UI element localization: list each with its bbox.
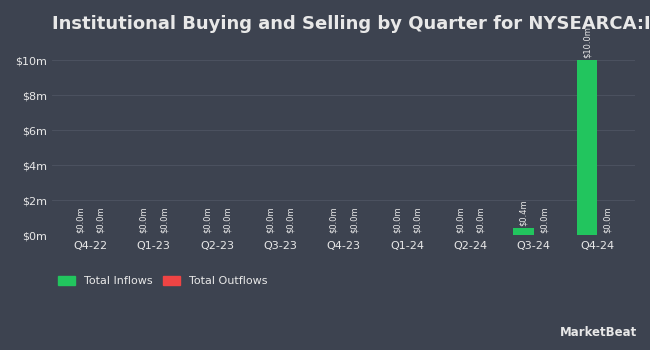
Text: $0.0m: $0.0m bbox=[476, 206, 485, 233]
Text: $0.0m: $0.0m bbox=[266, 206, 275, 233]
Text: Institutional Buying and Selling by Quarter for NYSEARCA:IBDZ: Institutional Buying and Selling by Quar… bbox=[53, 15, 650, 33]
Bar bbox=[514, 229, 534, 236]
Text: $0.0m: $0.0m bbox=[76, 206, 85, 233]
Text: $0.4m: $0.4m bbox=[519, 199, 528, 226]
Text: $0.0m: $0.0m bbox=[223, 206, 231, 233]
Text: $0.0m: $0.0m bbox=[413, 206, 422, 233]
Text: $0.0m: $0.0m bbox=[329, 206, 338, 233]
Text: $0.0m: $0.0m bbox=[139, 206, 148, 233]
Text: $0.0m: $0.0m bbox=[456, 206, 465, 233]
Text: $0.0m: $0.0m bbox=[159, 206, 168, 233]
Text: $0.0m: $0.0m bbox=[286, 206, 295, 233]
Bar bbox=[577, 61, 597, 236]
Text: $0.0m: $0.0m bbox=[96, 206, 105, 233]
Legend: Total Inflows, Total Outflows: Total Inflows, Total Outflows bbox=[58, 276, 267, 286]
Text: $0.0m: $0.0m bbox=[349, 206, 358, 233]
Text: $0.0m: $0.0m bbox=[393, 206, 402, 233]
Text: $0.0m: $0.0m bbox=[540, 206, 549, 233]
Text: $0.0m: $0.0m bbox=[603, 206, 612, 233]
Text: $0.0m: $0.0m bbox=[202, 206, 211, 233]
Text: $10.0m: $10.0m bbox=[582, 26, 592, 58]
Text: MarketBeat: MarketBeat bbox=[560, 327, 637, 340]
